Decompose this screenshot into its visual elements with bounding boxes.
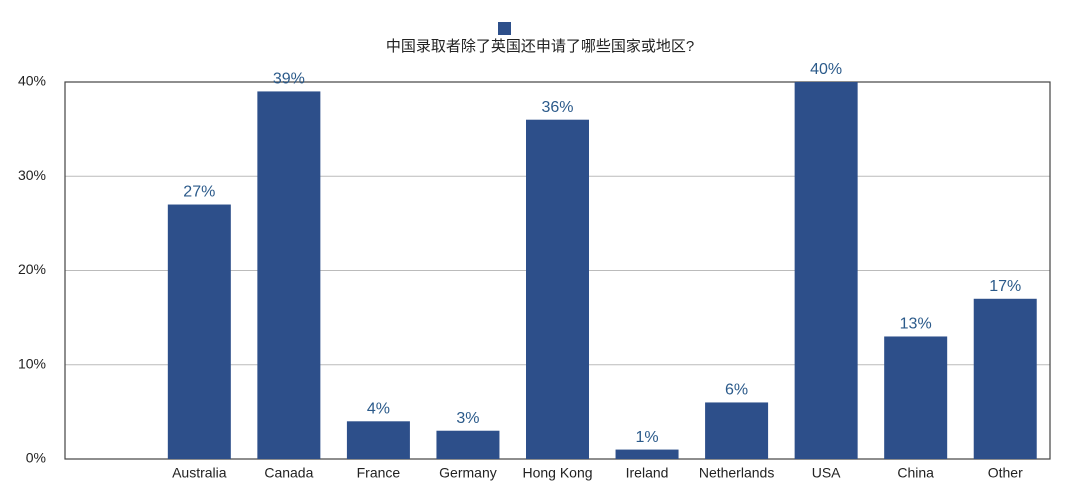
x-tick-label: Germany: [439, 465, 497, 481]
value-label: 13%: [900, 316, 932, 333]
bar: [884, 336, 948, 459]
bar: [346, 421, 410, 459]
bar: [167, 204, 231, 459]
value-label: 4%: [367, 401, 390, 418]
legend-label: 中国录取者除了英国还申请了哪些国家或地区?: [386, 37, 694, 55]
x-tick-label: Hong Kong: [522, 465, 592, 481]
value-label: 3%: [456, 410, 479, 427]
x-tick-label: China: [897, 465, 934, 481]
bar: [973, 298, 1037, 459]
y-tick-label: 10%: [18, 355, 46, 371]
value-label: 39%: [273, 71, 305, 88]
x-tick-label: Ireland: [626, 465, 669, 481]
x-tick-label: Other: [988, 465, 1023, 481]
legend-swatch: [498, 22, 511, 35]
x-tick-label: France: [357, 465, 401, 481]
bar: [436, 430, 500, 459]
value-label: 27%: [183, 184, 215, 201]
bar: [794, 82, 858, 459]
value-label: 6%: [725, 382, 748, 399]
x-tick-label: Netherlands: [699, 465, 775, 481]
bar: [705, 402, 769, 459]
value-label: 40%: [810, 61, 842, 78]
y-tick-label: 40%: [18, 73, 46, 89]
x-tick-label: USA: [812, 465, 841, 481]
bar: [615, 449, 679, 459]
x-tick-label: Australia: [172, 465, 227, 481]
value-label: 17%: [989, 278, 1021, 295]
y-tick-label: 0%: [26, 450, 46, 466]
value-label: 36%: [541, 99, 573, 116]
x-tick-label: Canada: [264, 465, 313, 481]
y-tick-label: 30%: [18, 167, 46, 183]
bar: [257, 91, 321, 460]
bar: [526, 119, 589, 459]
y-tick-label: 20%: [18, 261, 46, 277]
value-label: 1%: [635, 429, 658, 446]
